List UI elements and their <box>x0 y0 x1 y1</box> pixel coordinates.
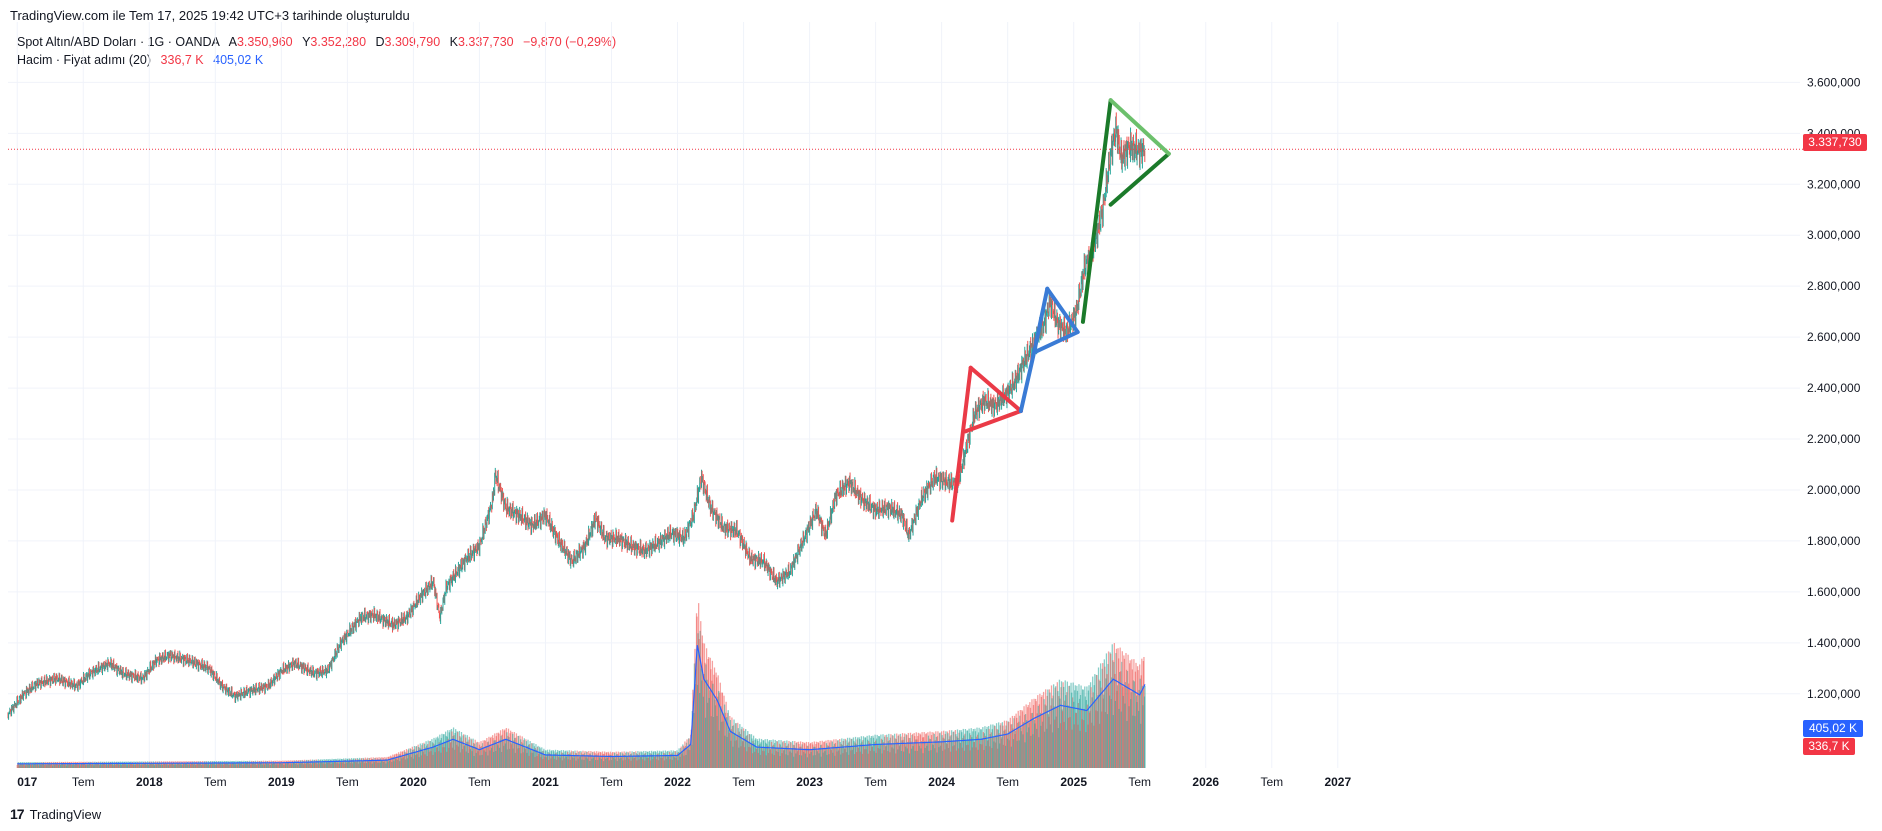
pattern-line-blue <box>1032 286 1050 355</box>
symbol-name[interactable]: Spot Altın/ABD Doları · 1G · OANDA <box>17 35 220 49</box>
x-tick-label: Tem <box>864 775 887 789</box>
y-tick-label: 3.000,000 <box>1807 228 1861 242</box>
last-price-badge: 3.337,730 <box>1803 134 1867 151</box>
y-tick-label: 1.800,000 <box>1807 534 1861 548</box>
created-header: TradingView.com ile Tem 17, 2025 19:42 U… <box>10 8 410 23</box>
pattern-line-red <box>963 409 1023 434</box>
y-tick-label: 1.600,000 <box>1807 585 1861 599</box>
x-tick-label: 2021 <box>532 775 559 789</box>
x-tick-label: 2026 <box>1192 775 1219 789</box>
pattern-line-green-dark <box>1080 98 1113 324</box>
x-tick-label: Tem <box>204 775 227 789</box>
brand-name: TradingView <box>29 806 102 822</box>
symbol-legend: Spot Altın/ABD Doları · 1G · OANDA A3.35… <box>17 35 616 49</box>
x-tick-label: 017 <box>17 775 37 789</box>
y-tick-label: 3.200,000 <box>1807 177 1861 191</box>
x-tick-label: 2027 <box>1324 775 1351 789</box>
x-tick-label: Tem <box>996 775 1019 789</box>
y-tick-label: 2.600,000 <box>1807 330 1861 344</box>
x-tick-label: 2023 <box>796 775 823 789</box>
x-tick-label: Tem <box>600 775 623 789</box>
pattern-line-red <box>968 365 1023 414</box>
tradingview-logo-icon: 17 <box>10 806 25 822</box>
x-tick-label: 2019 <box>268 775 295 789</box>
y-tick-label: 2.000,000 <box>1807 483 1861 497</box>
close-value: 3.337,730 <box>457 35 514 49</box>
x-tick-label: Tem <box>336 775 359 789</box>
x-tick-label: Tem <box>468 775 491 789</box>
x-tick-label: Tem <box>1260 775 1283 789</box>
pattern-line-blue <box>1032 330 1080 355</box>
y-tick-label: 2.200,000 <box>1807 432 1861 446</box>
y-tick-label: 3.600,000 <box>1807 75 1861 89</box>
volume-badge: 336,7 K <box>1803 738 1855 755</box>
x-tick-label: 2022 <box>664 775 691 789</box>
x-tick-label: Tem <box>732 775 755 789</box>
footer-brand[interactable]: 17 TradingView <box>10 806 101 822</box>
x-tick-label: Tem <box>72 775 95 789</box>
y-tick-label: 2.400,000 <box>1807 381 1861 395</box>
pattern-line-green-dark <box>1108 151 1171 207</box>
pattern-line-blue <box>1018 350 1037 414</box>
close-label: K <box>449 35 458 49</box>
y-tick-label: 2.800,000 <box>1807 279 1861 293</box>
pattern-line-blue <box>1045 286 1080 335</box>
low-label: D <box>375 35 385 49</box>
x-tick-label: 2024 <box>928 775 955 789</box>
volume-ma-value: 405,02 K <box>213 53 264 67</box>
x-tick-label: 2018 <box>136 775 163 789</box>
pattern-line-green-light <box>1108 98 1171 156</box>
change-value: −9,870 (−0,29%) <box>523 35 617 49</box>
x-tick-label: 2020 <box>400 775 427 789</box>
y-tick-label: 1.200,000 <box>1807 687 1861 701</box>
x-tick-label: Tem <box>1128 775 1151 789</box>
x-tick-label: 2025 <box>1060 775 1087 789</box>
y-tick-label: 1.400,000 <box>1807 636 1861 650</box>
low-value: 3.309,790 <box>384 35 441 49</box>
volume-ma-line <box>17 645 1146 765</box>
open-value: 3.350,960 <box>236 35 293 49</box>
volume-value: 336,7 K <box>160 53 204 67</box>
volume-legend: Hacim · Fiyat adımı (20) 336,7 K 405,02 … <box>17 53 263 67</box>
high-value: 3.352,280 <box>310 35 367 49</box>
open-label: A <box>228 35 237 49</box>
volume-indicator-label[interactable]: Hacim · Fiyat adımı (20) <box>17 53 152 67</box>
high-label: Y <box>302 35 311 49</box>
volume-ma-badge: 405,02 K <box>1803 720 1863 737</box>
pattern-line-red <box>950 365 973 523</box>
